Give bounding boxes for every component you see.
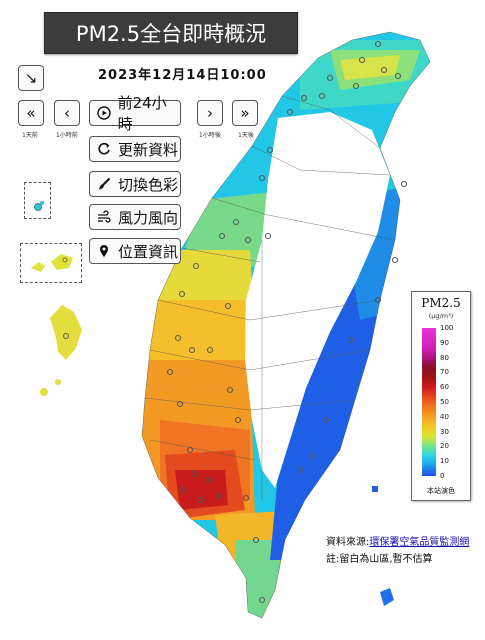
legend-unit: (μg/m³)	[428, 312, 454, 320]
monitoring-stations	[166, 40, 408, 604]
play-icon	[96, 105, 112, 121]
wind-label: 風力風向	[118, 208, 179, 227]
legend-title: PM2.5	[421, 296, 461, 310]
blank-area-note: 註:留白為山區,暫不估算	[326, 554, 433, 565]
first-label: 1天前	[22, 132, 38, 139]
next-label: 1小時後	[199, 132, 221, 139]
matsu-inset[interactable]	[20, 243, 82, 283]
green-island	[372, 486, 378, 492]
data-source-link[interactable]: 環保署空氣品質監測網	[369, 537, 470, 548]
legend-note: 本站演色	[427, 487, 455, 495]
first-button[interactable]: «	[18, 100, 44, 126]
refresh-label: 更新資料	[118, 140, 179, 159]
double-left-icon: «	[26, 104, 36, 122]
play-24h-button[interactable]: 前24小時	[89, 94, 181, 133]
page-title-text: PM2.5全台即時概況	[75, 22, 267, 46]
location-label: 位置資訊	[118, 242, 179, 261]
collapse-icon: ↘	[24, 69, 38, 87]
play-24h-label: 前24小時	[117, 94, 167, 133]
chevron-left-icon: ‹	[64, 104, 70, 122]
location-button[interactable]: 位置資訊	[89, 238, 181, 264]
refresh-icon	[96, 141, 112, 157]
data-source-prefix: 資料來源:	[326, 537, 370, 548]
legend-tick: 40	[440, 412, 449, 421]
last-button[interactable]: »	[232, 100, 258, 126]
penghu-islands	[40, 305, 82, 396]
color-switch-button[interactable]: 切換色彩	[89, 171, 181, 197]
legend-tick: 20	[440, 442, 449, 451]
legend-tick: 90	[440, 338, 449, 347]
refresh-button[interactable]: 更新資料	[89, 136, 181, 162]
location-pin-icon	[96, 243, 112, 259]
brush-icon	[96, 176, 112, 192]
legend-tick: 100	[440, 324, 454, 332]
wind-icon	[96, 209, 112, 225]
legend-tick: 70	[440, 368, 449, 377]
prev-label: 1小時前	[56, 132, 78, 139]
pm25-legend: PM2.5 (μg/m³) 100 90 80 70 60 50 40 30 2…	[411, 291, 471, 501]
orchid-island	[380, 588, 394, 606]
color-switch-label: 切換色彩	[118, 175, 179, 194]
legend-tick: 0	[440, 472, 445, 480]
legend-tick: 10	[440, 457, 449, 466]
double-right-icon: »	[240, 104, 250, 122]
next-button[interactable]: ›	[197, 100, 223, 126]
data-source: 資料來源:環保署空氣品質監測網	[326, 533, 469, 548]
prev-button[interactable]: ‹	[54, 100, 80, 126]
last-label: 1天後	[238, 132, 254, 139]
legend-tick: 30	[440, 427, 449, 436]
collapse-button[interactable]: ↘	[18, 65, 44, 91]
wind-button[interactable]: 風力風向	[89, 204, 181, 230]
kinmen-inset[interactable]	[24, 182, 51, 219]
chevron-right-icon: ›	[207, 104, 213, 122]
legend-colorbar	[422, 328, 436, 476]
legend-tick: 60	[440, 383, 449, 392]
page-title: PM2.5全台即時概況	[44, 12, 298, 54]
legend-tick: 50	[440, 398, 449, 406]
datetime-label: 2023年12月14日10:00	[98, 68, 267, 83]
legend-tick: 80	[440, 353, 449, 362]
